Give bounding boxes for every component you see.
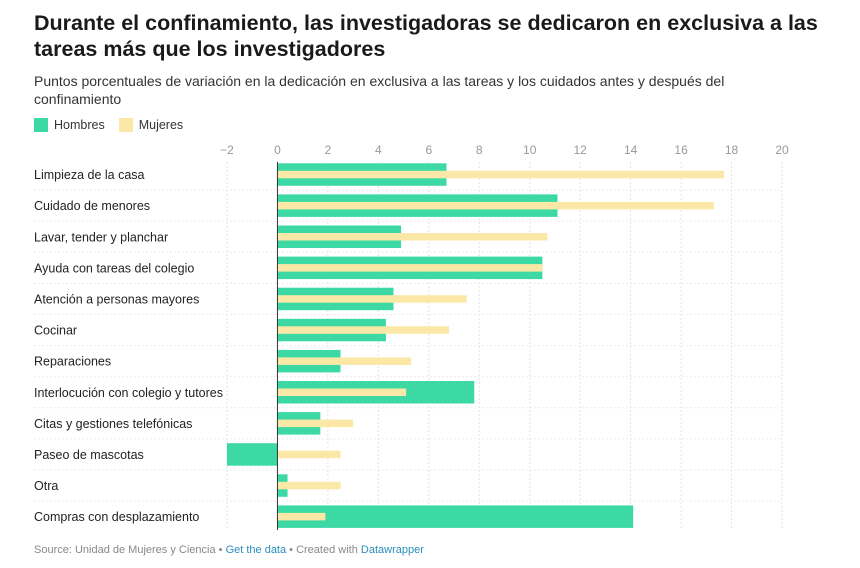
category-label: Lavar, tender y planchar [34, 230, 168, 244]
category-label: Otra [34, 479, 58, 493]
x-tick-label: 8 [476, 143, 483, 157]
legend-swatch-mujeres [118, 118, 133, 132]
category-label: Reparaciones [34, 355, 111, 369]
bar-mujeres [277, 326, 449, 334]
category-label: Paseo de mascotas [34, 448, 144, 462]
category-label: Atención a personas mayores [34, 292, 199, 306]
legend-swatch-hombres [34, 118, 48, 132]
created-with-text: • Created with [286, 544, 361, 556]
category-label: Compras con desplazamiento [34, 510, 199, 524]
bar-mujeres [277, 264, 543, 272]
get-data-link[interactable]: Get the data [225, 544, 287, 556]
x-tick-label: 10 [523, 143, 537, 157]
x-tick-label: 18 [725, 143, 739, 157]
category-label: Citas y gestiones telefónicas [34, 417, 192, 431]
category-label: Limpieza de la casa [34, 168, 145, 182]
x-tick-label: −2 [220, 143, 234, 157]
datawrapper-link[interactable]: Datawrapper [360, 544, 424, 556]
bar-mujeres [277, 233, 548, 241]
bar-mujeres [277, 357, 412, 365]
bar-mujeres [277, 295, 467, 303]
footer-separator: • [215, 544, 226, 556]
x-tick-label: 0 [274, 143, 281, 157]
legend-item-mujeres: Mujeres [118, 118, 184, 132]
x-tick-label: 20 [775, 143, 789, 157]
bar-mujeres [277, 481, 341, 490]
bar-mujeres [277, 450, 341, 459]
x-tick-label: 2 [325, 143, 332, 157]
chart-subtitle: Puntos porcentuales de variación en la d… [34, 73, 725, 107]
bar-hombres [227, 443, 278, 466]
x-tick-label: 6 [425, 143, 432, 157]
footer: Source: Unidad de Mujeres y Ciencia • Ge… [34, 544, 424, 556]
bar-mujeres [277, 419, 354, 428]
legend: Hombres Mujeres [34, 118, 197, 132]
category-label: Cuidado de menores [34, 199, 150, 213]
x-tick-label: 16 [674, 143, 688, 157]
bar-hombres [277, 505, 634, 528]
source-text: Source: Unidad de Mujeres y Ciencia [34, 544, 216, 556]
category-label: Cocinar [34, 324, 77, 338]
bar-mujeres [277, 388, 407, 396]
x-tick-label: 12 [574, 143, 588, 157]
bar-mujeres [277, 201, 714, 210]
x-tick-label: 4 [375, 143, 382, 157]
x-tick-label: 14 [624, 143, 638, 157]
chart-title: Durante el confinamiento, las investigad… [34, 11, 818, 61]
category-label: Ayuda con tareas del colegio [34, 261, 194, 275]
legend-item-hombres: Hombres [34, 118, 105, 132]
legend-label-mujeres: Mujeres [138, 118, 184, 132]
category-label: Interlocución con colegio y tutores [34, 386, 223, 400]
bar-mujeres [277, 512, 326, 521]
bar-mujeres [277, 170, 724, 179]
legend-label-hombres: Hombres [54, 118, 105, 132]
bar-chart: −2 0 2 4 6 8 10 12 14 16 18 20 Limpieza de la casa Cu… [34, 143, 789, 530]
